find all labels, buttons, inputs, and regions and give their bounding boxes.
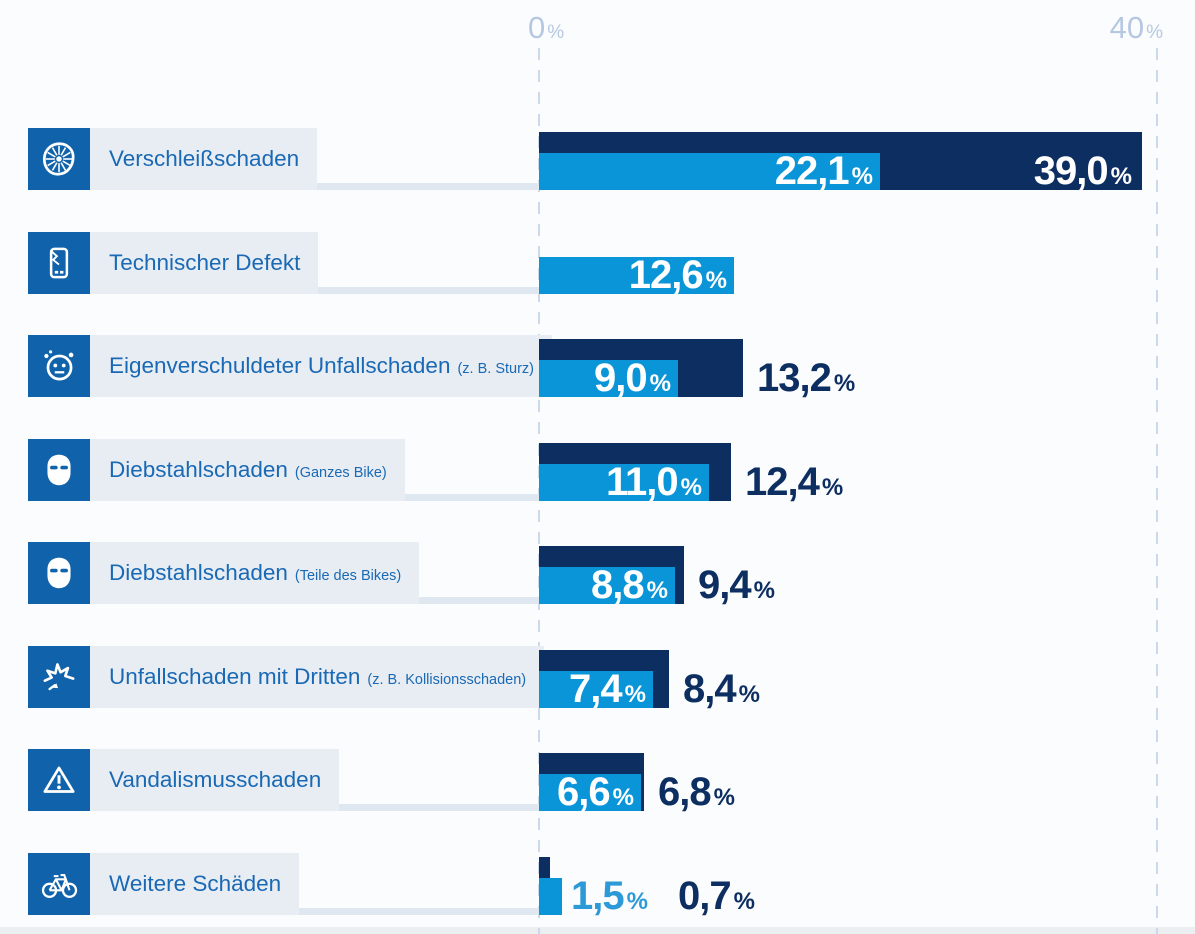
row-weitere-schaeden: Weitere Schäden 0,7% 1,5% 1,5% 0,7% [28,853,1195,918]
bottom-band [0,927,1195,934]
row-vandalismusschaden: Vandalismusschaden 6,8% 6,6% 6,6% 6,8% [28,749,1195,814]
category-chip: Technischer Defekt [90,232,319,294]
light-bar-value: 6,6% [557,770,634,814]
axis-tick-unit: % [1146,22,1163,43]
dizzy-face-icon [28,335,90,397]
category-sublabel: (Ganzes Bike) [294,465,387,481]
axis-tick-0: 0% [528,10,564,46]
category-label: Unfallschaden mit Dritten [109,664,361,689]
axis-tick-40: 40% [1110,10,1163,46]
dark-bar-value-outside: 8,4% [683,667,760,711]
row-eigenverschuldeter-unfallschaden: Eigenverschuldeter Unfallschaden (z. B. S… [28,335,1195,400]
outside-values: 7,4% 8,4% [683,667,760,711]
dark-bar-value-outside: 6,8% [658,770,735,814]
category-label: Verschleißschaden [109,146,300,171]
outside-values: 9,0% 13,2% [757,356,856,400]
bicycle-icon [28,853,90,915]
dark-bar-value-outside: 9,4% [698,563,775,607]
bar-zone: 8,4% 7,4% 7,4% 8,4% [539,646,1195,711]
category-sublabel: (Teile des Bikes) [294,568,402,584]
collision-icon [28,646,90,708]
balaclava-icon [28,439,90,501]
leader-line [318,287,539,294]
category-sublabel: (z. B. Kollisionsschaden) [367,672,527,688]
light-bar-value-outside: 1,5% [571,874,648,918]
axis-tick-unit: % [547,22,565,43]
dark-bar-value-outside: 12,4% [745,460,844,504]
balaclava-icon [28,542,90,604]
category-label: Diebstahlschaden [109,560,288,585]
category-chip: Diebstahlschaden (Ganzes Bike) [90,439,405,501]
bar-zone: 13,2% 9,0% 9,0% 13,2% [539,335,1195,400]
axis-tick-number: 0 [528,10,546,45]
row-verschleissschaden: Verschleißschaden 39,0% 22,1% 22,1% 39,0… [28,128,1195,193]
light-bar: 6,6% [539,770,641,814]
bar-zone: 39,0% 22,1% 22,1% 39,0% [539,128,1195,193]
leader-line [405,494,539,501]
row-unfallschaden-mit-dritten: Unfallschaden mit Dritten (z. B. Kollisio… [28,646,1195,711]
light-bar-value: 12,6% [628,253,727,297]
leader-line [317,183,539,190]
light-bar: 11,0% [539,460,709,504]
leader-line [339,804,539,811]
category-sublabel: (z. B. Sturz) [457,361,535,377]
category-chip: Diebstahlschaden (Teile des Bikes) [90,542,420,604]
bar-zone: 9,4% 8,8% 8,8% 9,4% [539,542,1195,607]
light-bar: 8,8% [539,563,675,607]
category-chip: Vandalismusschaden [90,749,340,811]
category-label-group: Weitere Schäden [28,853,300,915]
light-bar: 22,1% [539,149,880,193]
outside-values: 1,5% 0,7% [571,874,755,918]
light-bar: 1,5% [539,878,562,915]
category-chip: Weitere Schäden [90,853,300,915]
category-label: Vandalismusschaden [109,767,322,792]
outside-values: 6,6% 6,8% [658,770,735,814]
leader-line [419,597,539,604]
outside-values: 8,8% 9,4% [698,563,775,607]
row-diebstahlschaden-teile-des-bikes: Diebstahlschaden (Teile des Bikes) 9,4% 8… [28,542,1195,607]
row-diebstahlschaden-ganzes-bike: Diebstahlschaden (Ganzes Bike) 12,4% 11,0… [28,439,1195,504]
category-chip: Verschleißschaden [90,128,318,190]
category-label-group: Technischer Defekt [28,232,319,294]
category-label-group: Diebstahlschaden (Teile des Bikes) [28,542,420,604]
category-label-group: Diebstahlschaden (Ganzes Bike) [28,439,405,501]
category-label-group: Eigenverschuldeter Unfallschaden (z. B. S… [28,335,553,397]
dark-bar-value: 39,0% [1033,149,1132,193]
category-label-group: Verschleißschaden [28,128,318,190]
bar-zone: % 12,6% 12,6% % [539,232,1195,297]
axis-tick-number: 40 [1109,10,1145,45]
worn-wheel-icon [28,128,90,190]
outside-values: 11,0% 12,4% [745,460,844,504]
dark-bar-value-outside: 13,2% [757,356,856,400]
light-bar-value: 9,0% [594,356,671,400]
light-bar-value: 7,4% [569,667,646,711]
warning-triangle-icon [28,749,90,811]
light-bar-value: 11,0% [606,460,702,504]
row-technischer-defekt: Technischer Defekt % 12,6% 12,6% % [28,232,1195,297]
category-label: Technischer Defekt [109,250,301,275]
category-label: Eigenverschuldeter Unfallschaden [109,353,451,378]
bar-zone: 0,7% 1,5% 1,5% 0,7% [539,853,1195,918]
bar-zone: 12,4% 11,0% 11,0% 12,4% [539,439,1195,504]
gridline-40-percent [1156,48,1158,934]
light-bar-value: 8,8% [591,563,668,607]
category-chip: Unfallschaden mit Dritten (z. B. Kollisio… [90,646,545,708]
dark-bar-value-outside: 0,7% [677,874,755,918]
light-bar: 7,4% [539,667,653,711]
category-label-group: Unfallschaden mit Dritten (z. B. Kollisio… [28,646,545,708]
light-bar: 12,6% [539,253,734,297]
leader-line [299,908,539,915]
category-chip: Eigenverschuldeter Unfallschaden (z. B. S… [90,335,553,397]
light-bar-value: 22,1% [774,149,873,193]
category-label: Diebstahlschaden [109,457,288,482]
category-label: Weitere Schäden [109,871,282,896]
category-label-group: Vandalismusschaden [28,749,340,811]
bar-zone: 6,8% 6,6% 6,6% 6,8% [539,749,1195,814]
broken-device-icon [28,232,90,294]
light-bar: 9,0% [539,356,678,400]
